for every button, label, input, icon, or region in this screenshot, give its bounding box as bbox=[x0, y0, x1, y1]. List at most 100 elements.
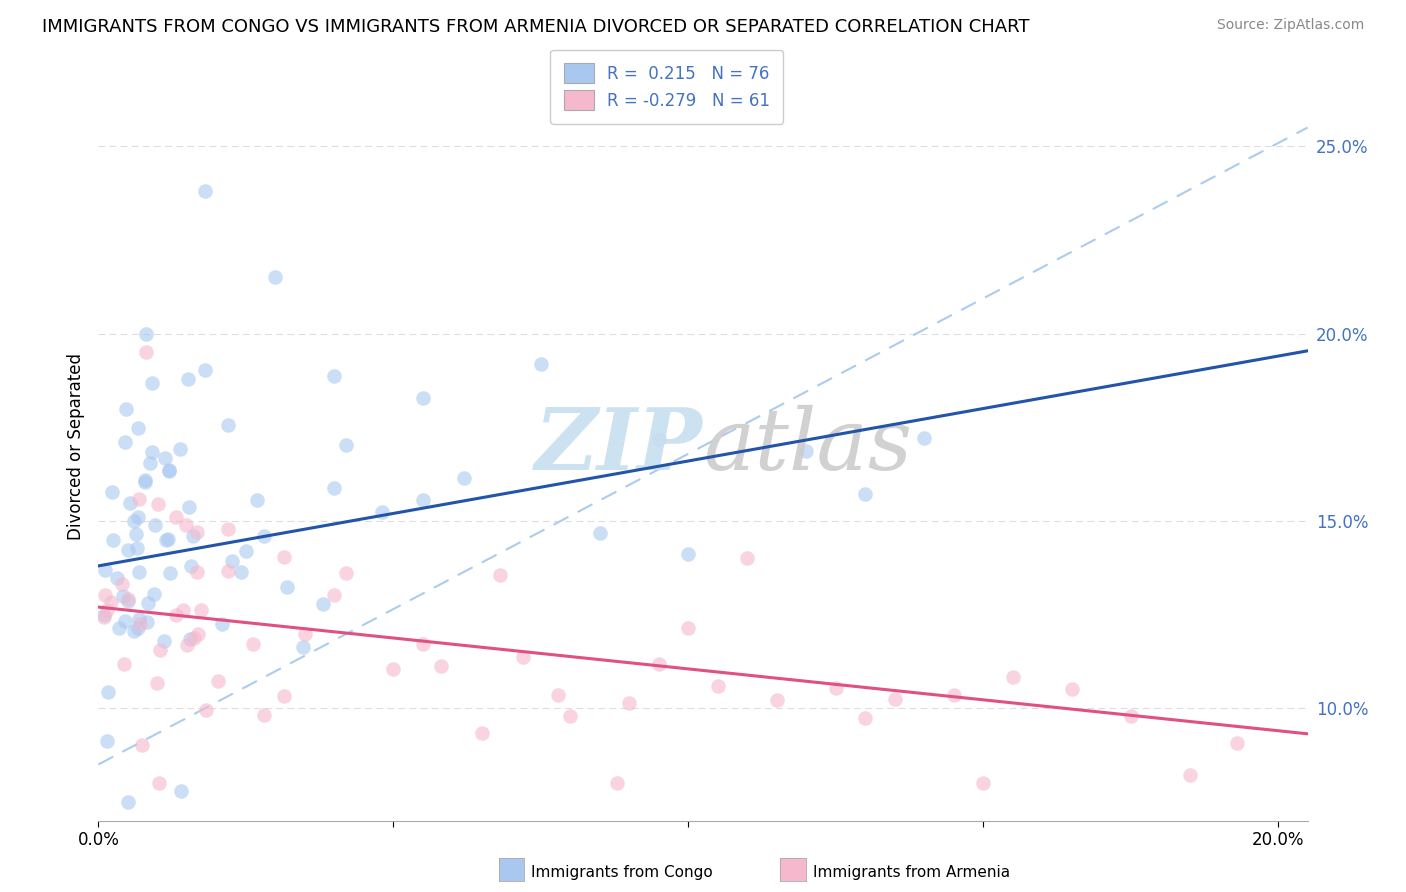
Point bbox=[157, 464, 180, 478]
Point bbox=[122, 514, 145, 528]
Point bbox=[311, 597, 333, 611]
Point bbox=[273, 550, 295, 565]
Point bbox=[1226, 736, 1249, 750]
Point bbox=[136, 596, 159, 610]
Point bbox=[412, 637, 434, 651]
Text: Source: ZipAtlas.com: Source: ZipAtlas.com bbox=[1216, 18, 1364, 32]
Point bbox=[194, 703, 217, 717]
Point bbox=[100, 595, 122, 609]
Point bbox=[186, 524, 208, 539]
Point bbox=[429, 658, 451, 673]
Point bbox=[335, 566, 357, 580]
Point bbox=[912, 432, 935, 446]
Point bbox=[179, 500, 201, 514]
Point bbox=[291, 640, 314, 655]
Text: IMMIGRANTS FROM CONGO VS IMMIGRANTS FROM ARMENIA DIVORCED OR SEPARATED CORRELATI: IMMIGRANTS FROM CONGO VS IMMIGRANTS FROM… bbox=[42, 18, 1029, 36]
Point bbox=[179, 632, 201, 646]
Point bbox=[382, 662, 405, 676]
Point bbox=[156, 532, 179, 546]
Point bbox=[146, 676, 169, 690]
Point bbox=[294, 627, 316, 641]
Point bbox=[135, 345, 157, 359]
Point bbox=[453, 471, 475, 485]
Point bbox=[530, 357, 553, 371]
Point bbox=[335, 438, 357, 452]
Point bbox=[153, 633, 176, 648]
Point bbox=[159, 566, 181, 580]
Point bbox=[242, 637, 264, 651]
Point bbox=[252, 529, 274, 543]
Point bbox=[141, 376, 163, 390]
Point bbox=[174, 517, 197, 532]
Point bbox=[190, 603, 212, 617]
Point bbox=[157, 463, 180, 477]
Point bbox=[273, 689, 295, 703]
Point bbox=[127, 509, 149, 524]
Point bbox=[117, 795, 139, 809]
Point bbox=[619, 696, 641, 710]
Point bbox=[135, 326, 157, 341]
Point bbox=[172, 603, 194, 617]
Point bbox=[323, 588, 346, 602]
Text: Immigrants from Congo: Immigrants from Congo bbox=[531, 865, 713, 880]
Point bbox=[114, 614, 136, 628]
Point bbox=[120, 496, 142, 510]
Point bbox=[547, 688, 569, 702]
Point bbox=[96, 685, 118, 699]
Point bbox=[883, 691, 905, 706]
Point bbox=[217, 522, 239, 536]
Point bbox=[678, 621, 700, 635]
Point bbox=[170, 783, 193, 797]
Point bbox=[648, 432, 671, 446]
Point bbox=[127, 421, 149, 435]
Point bbox=[143, 518, 166, 533]
Point bbox=[125, 526, 148, 541]
Point bbox=[181, 529, 204, 543]
Point bbox=[264, 270, 287, 285]
Point bbox=[488, 567, 510, 582]
Point bbox=[128, 616, 150, 631]
Point bbox=[794, 444, 817, 458]
Point bbox=[112, 657, 135, 672]
Point bbox=[412, 391, 434, 405]
Point bbox=[135, 615, 157, 629]
Point bbox=[678, 547, 700, 561]
Point bbox=[323, 368, 346, 383]
Point bbox=[93, 610, 115, 624]
Point bbox=[124, 624, 146, 639]
Point bbox=[824, 681, 846, 695]
Point bbox=[1119, 709, 1142, 723]
Point bbox=[246, 492, 269, 507]
Point bbox=[229, 566, 252, 580]
Point bbox=[370, 505, 392, 519]
Text: Immigrants from Armenia: Immigrants from Armenia bbox=[813, 865, 1010, 880]
Y-axis label: Divorced or Separated: Divorced or Separated bbox=[66, 352, 84, 540]
Point bbox=[111, 577, 134, 591]
Point bbox=[512, 649, 534, 664]
Point bbox=[117, 543, 139, 558]
Point bbox=[1178, 767, 1201, 781]
Point bbox=[217, 564, 239, 578]
Point bbox=[972, 776, 994, 790]
Point bbox=[1001, 670, 1024, 684]
Point bbox=[93, 588, 115, 602]
Point bbox=[108, 622, 131, 636]
Point bbox=[131, 738, 153, 752]
Point bbox=[853, 487, 876, 501]
Point bbox=[276, 580, 298, 594]
Point bbox=[94, 563, 117, 577]
Point bbox=[101, 533, 124, 547]
Point bbox=[187, 626, 209, 640]
Point bbox=[105, 571, 128, 585]
Point bbox=[112, 590, 135, 604]
Point bbox=[141, 445, 163, 459]
Point bbox=[143, 587, 166, 601]
Point bbox=[115, 401, 138, 416]
Point bbox=[706, 679, 728, 693]
Point bbox=[735, 550, 758, 565]
Point bbox=[1060, 681, 1083, 696]
Point bbox=[149, 643, 172, 657]
Point bbox=[134, 475, 156, 490]
Point bbox=[221, 554, 243, 568]
Point bbox=[471, 726, 494, 740]
